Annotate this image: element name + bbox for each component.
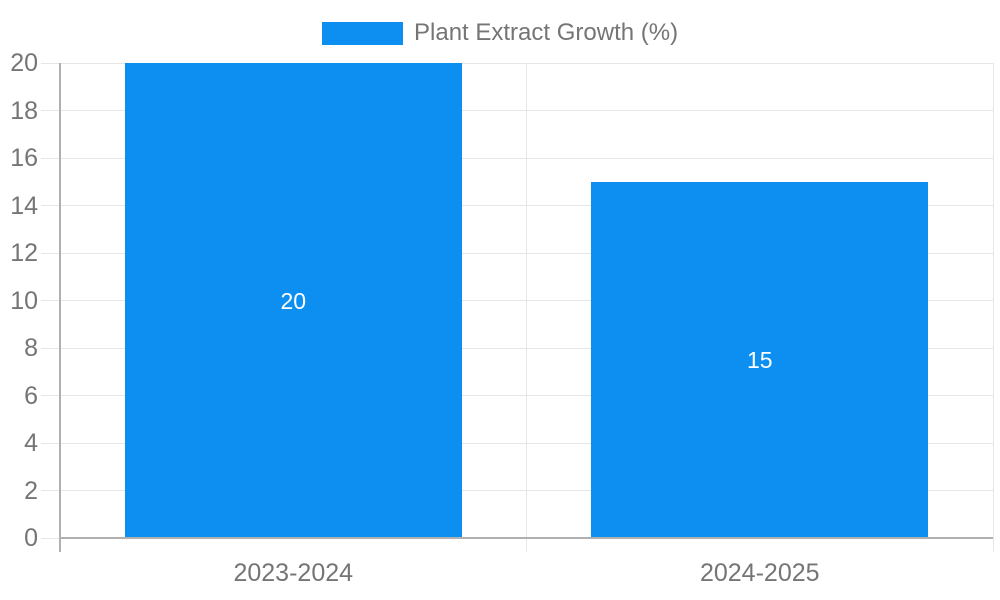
y-gridline: [41, 347, 993, 349]
legend-label: Plant Extract Growth (%): [414, 19, 679, 46]
y-tick-label: 16: [10, 144, 38, 172]
y-tick-label: 2: [24, 476, 38, 505]
y-tick-label: 4: [24, 429, 38, 457]
x-tick-label: 2024-2025: [699, 559, 820, 587]
y-gridline: [41, 110, 993, 111]
y-tick-label: 10: [10, 286, 38, 315]
y-gridline: [41, 62, 993, 64]
y-axis-line: [59, 63, 61, 552]
legend-swatch: [322, 21, 403, 45]
y-gridline: [41, 300, 993, 301]
y-gridline: [41, 205, 993, 206]
x-axis-line: [60, 537, 993, 539]
x-gridline: [992, 63, 994, 552]
bar-value-label: 15: [746, 346, 773, 373]
y-gridline: [41, 252, 993, 254]
y-tick-label: 18: [10, 96, 38, 125]
legend[interactable]: Plant Extract Growth (%): [322, 18, 678, 48]
y-gridline: [41, 395, 993, 396]
y-tick-label: 6: [24, 381, 38, 410]
y-gridline: [41, 157, 993, 159]
y-tick-label: 14: [10, 191, 38, 220]
y-tick-label: 8: [24, 334, 38, 362]
bar-2024-2025[interactable]: [591, 181, 929, 538]
x-tick-label: 2023-2024: [233, 559, 354, 587]
y-gridline: [41, 490, 993, 491]
y-tick-label: 0: [24, 524, 38, 552]
y-tick-label: 20: [10, 49, 38, 77]
bar-2023-2024[interactable]: [124, 63, 462, 538]
bar-value-label: 20: [280, 287, 307, 314]
y-tick-label: 12: [10, 239, 38, 267]
y-gridline: [41, 442, 993, 444]
x-gridline: [526, 63, 527, 552]
